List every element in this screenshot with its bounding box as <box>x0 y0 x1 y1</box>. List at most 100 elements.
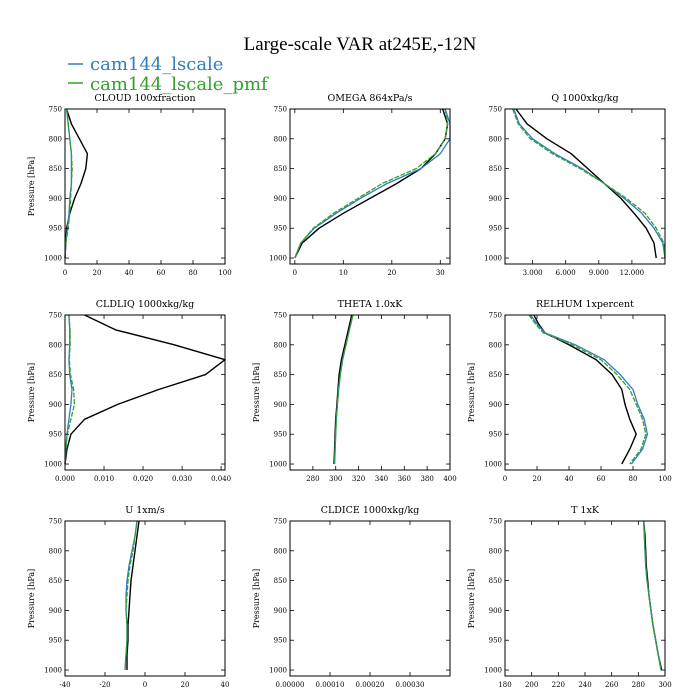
x-tick-label: 200 <box>525 681 538 689</box>
y-tick-label: 900 <box>49 401 62 409</box>
series-line-black <box>126 520 140 670</box>
legend-label-blue: cam144_lscale <box>90 54 223 75</box>
panel-title: RELHUM 1xpercent <box>536 299 634 310</box>
x-tick-label: 180 <box>498 681 511 689</box>
y-tick-label: 1000 <box>484 255 502 263</box>
x-tick-label: 360 <box>398 475 411 483</box>
panel-title: Q 1000xkg/kg <box>551 93 618 104</box>
series-line-blue <box>530 314 649 465</box>
y-axis-label: Pressure [hPa] <box>27 363 36 423</box>
x-tick-label: 3.000 <box>523 269 543 277</box>
plot-frame <box>289 314 451 471</box>
series-line-blue <box>643 520 662 671</box>
x-tick-label: 20 <box>387 269 396 277</box>
x-tick-label: 260 <box>605 681 618 689</box>
panel-title: CLDLIQ 1000xkg/kg <box>96 299 194 310</box>
x-tick-label: 80 <box>189 269 198 277</box>
y-tick-label: 750 <box>489 518 502 526</box>
panel-7: U 1xm/s Pressure [hPa] 750 800 850 900 950 1000… <box>27 505 229 689</box>
plot-frame <box>64 314 226 471</box>
y-tick-label: 750 <box>49 312 62 320</box>
x-tick-label: 40 <box>125 269 134 277</box>
x-tick-label: 9.000 <box>589 269 609 277</box>
panel-4: CLDLIQ 1000xkg/kg Pressure [hPa] 750 800 850… <box>27 299 231 483</box>
x-tick-label: 0.010 <box>94 475 114 483</box>
plot-frame <box>504 314 666 471</box>
y-axis-label: Pressure [hPa] <box>467 569 476 629</box>
y-tick-label: 1000 <box>269 667 287 675</box>
y-tick-label: 850 <box>49 165 62 173</box>
y-tick-label: 800 <box>274 135 287 143</box>
x-tick-label: 0 <box>293 269 297 277</box>
legend: cam144_lscale cam144_lscale_pmf <box>68 54 269 95</box>
panel-9: T 1xK Pressure [hPa] 750 800 850 900 950 1000 18… <box>467 505 672 689</box>
x-tick-label: 320 <box>352 475 365 483</box>
y-tick-label: 900 <box>49 195 62 203</box>
x-tick-label: -40 <box>59 681 70 689</box>
series-line-black <box>333 314 353 465</box>
y-tick-label: 900 <box>489 195 502 203</box>
x-tick-label: 40 <box>565 475 574 483</box>
series-line-black <box>643 520 663 671</box>
panel-title: U 1xm/s <box>125 505 165 516</box>
y-tick-label: 1000 <box>269 255 287 263</box>
y-tick-label: 950 <box>274 637 287 645</box>
plot-frame <box>64 520 226 677</box>
panel-title: OMEGA 864xPa/s <box>327 93 412 104</box>
x-tick-label: 20 <box>181 681 190 689</box>
y-tick-label: 950 <box>274 431 287 439</box>
y-tick-label: 800 <box>274 547 287 555</box>
x-tick-label: 0.020 <box>133 475 153 483</box>
y-tick-label: 800 <box>49 135 62 143</box>
x-tick-label: 0.040 <box>211 475 231 483</box>
series-line-green <box>528 314 647 465</box>
x-tick-label: 340 <box>375 475 388 483</box>
y-tick-label: 900 <box>489 607 502 615</box>
plot-frame <box>289 108 451 265</box>
y-tick-label: 1000 <box>44 461 62 469</box>
series-line-green <box>333 314 354 465</box>
x-tick-label: 300 <box>658 681 671 689</box>
y-tick-label: 800 <box>49 547 62 555</box>
panel-5: THETA 1.0xK Pressure [hPa] 750 800 850 900 950… <box>252 299 457 483</box>
y-tick-label: 800 <box>489 341 502 349</box>
y-tick-label: 1000 <box>484 461 502 469</box>
x-tick-label: 60 <box>597 475 606 483</box>
x-tick-label: 280 <box>632 681 645 689</box>
plot-frame <box>504 108 666 265</box>
series-line-black <box>64 314 226 465</box>
series-line-black <box>294 108 449 259</box>
series-line-green <box>294 108 449 259</box>
x-tick-label: 0.000 <box>55 475 75 483</box>
x-tick-label: 300 <box>329 475 342 483</box>
x-tick-label: 0.00010 <box>316 681 345 689</box>
figure-title: Large-scale VAR at245E,-12N <box>244 34 477 55</box>
panel-title: CLDICE 1000xkg/kg <box>321 505 420 516</box>
y-tick-label: 1000 <box>269 461 287 469</box>
y-tick-label: 1000 <box>44 667 62 675</box>
x-tick-label: 0.00020 <box>356 681 385 689</box>
series-line-green <box>124 520 138 671</box>
y-tick-label: 750 <box>489 106 502 114</box>
y-tick-label: 750 <box>489 312 502 320</box>
x-tick-label: 0.030 <box>172 475 192 483</box>
series-line-green <box>512 108 666 259</box>
panel-title: THETA 1.0xK <box>338 299 404 310</box>
y-tick-label: 800 <box>489 135 502 143</box>
panel-3: Q 1000xkg/kg 750 800 850 900 950 1000 3.000 6.00… <box>484 93 666 277</box>
plot-frame <box>504 520 666 677</box>
x-tick-label: 100 <box>658 475 671 483</box>
x-tick-label: 60 <box>157 269 166 277</box>
y-tick-label: 800 <box>274 341 287 349</box>
x-tick-label: 40 <box>221 681 230 689</box>
y-tick-label: 950 <box>489 431 502 439</box>
plot-frame <box>64 108 226 265</box>
y-tick-label: 900 <box>489 401 502 409</box>
x-tick-label: 10 <box>339 269 348 277</box>
y-tick-label: 850 <box>49 371 62 379</box>
x-tick-label: 30 <box>436 269 445 277</box>
x-tick-label: 0 <box>503 475 507 483</box>
plot-frame <box>289 520 451 677</box>
x-tick-label: -20 <box>99 681 110 689</box>
